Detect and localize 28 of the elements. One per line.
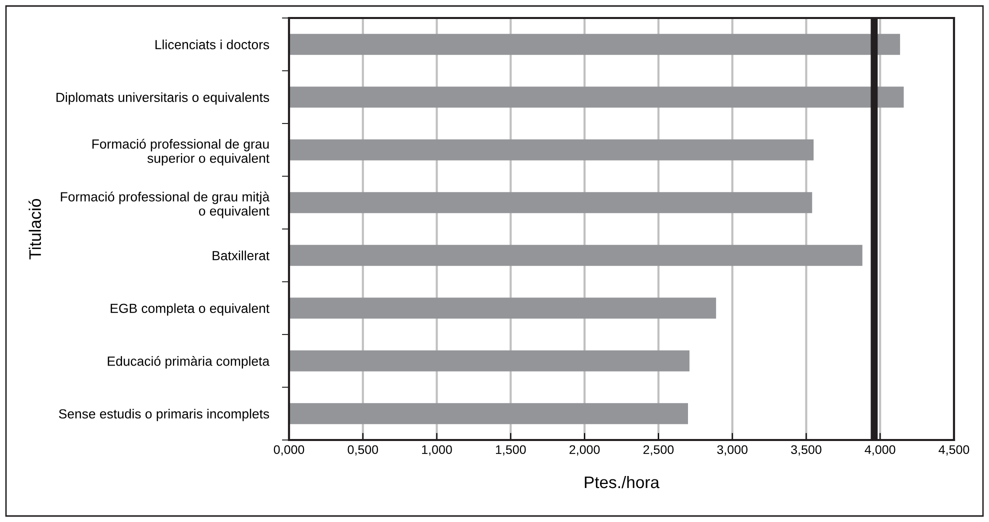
y-tick-label: Diplomats universitaris o equivalents: [56, 92, 270, 105]
y-axis-title: Titulació: [28, 198, 42, 260]
bar: [289, 244, 862, 266]
x-tick-label: 0,500: [348, 445, 378, 456]
x-axis-title: Ptes./hora: [584, 476, 660, 488]
bar: [289, 350, 690, 372]
x-tick-label: 3,500: [791, 445, 822, 456]
bar: [289, 298, 716, 319]
x-tick-label: 1,500: [496, 445, 526, 456]
y-tick-label: Educació primària completa: [108, 356, 270, 368]
y-tick-label: Formació professional de grau mitjà o equivalent: [60, 192, 270, 218]
x-tick-label: 0,000: [274, 445, 304, 456]
x-tick-label: 4,500: [938, 445, 970, 456]
bar: [289, 403, 688, 424]
y-tick-label: EGB completa o equivalent: [110, 303, 270, 316]
y-tick-label: Llicenciats i doctors: [156, 40, 270, 50]
x-tick-label: 2,000: [570, 445, 600, 456]
y-tick-label: Batxillerat: [212, 250, 270, 260]
bar: [289, 192, 812, 214]
x-tick-label: 3,000: [717, 445, 748, 456]
bar: [289, 139, 814, 160]
x-tick-label: 2,500: [643, 445, 674, 456]
x-tick-label: 4,000: [864, 445, 896, 456]
bar: [289, 34, 900, 55]
y-tick-label: Sense estudis o primaris incomplets: [58, 408, 270, 422]
bar: [289, 86, 904, 108]
y-tick-label: Formació professional de grau superior o equivalent: [92, 138, 270, 166]
x-tick-label: 1,000: [422, 445, 452, 456]
